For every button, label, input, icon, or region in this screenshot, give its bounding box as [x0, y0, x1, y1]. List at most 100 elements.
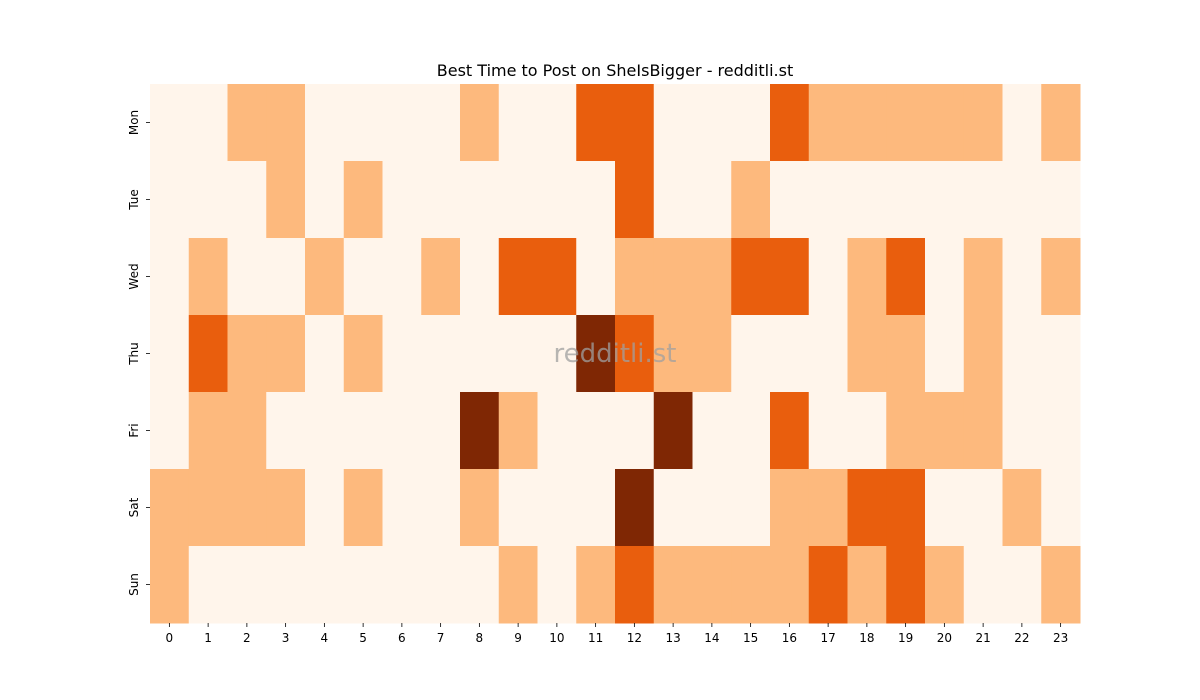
heatmap-cell: [808, 315, 848, 393]
heatmap-cell: [421, 238, 461, 316]
x-tick-label: 12: [627, 631, 642, 645]
heatmap-cell: [615, 469, 655, 547]
heatmap-cell: [615, 238, 655, 316]
heatmap-cell: [421, 392, 461, 470]
heatmap-cell: [498, 315, 538, 393]
heatmap-cell: [847, 315, 887, 393]
heatmap-cell: [692, 161, 732, 239]
heatmap-cell: [305, 238, 345, 316]
heatmap-cell: [421, 161, 461, 239]
heatmap-cell: [460, 161, 500, 239]
heatmap-cell: [847, 84, 887, 162]
heatmap-cell: [305, 161, 345, 239]
heatmap-cell: [343, 238, 383, 316]
heatmap-cell: [886, 469, 926, 547]
heatmap-cell: [460, 315, 500, 393]
heatmap-cell: [692, 315, 732, 393]
heatmap-cell: [925, 469, 965, 547]
x-tick-label: 2: [243, 631, 251, 645]
heatmap-cell: [266, 84, 306, 162]
heatmap-cell: [537, 315, 577, 393]
heatmap-cell: [808, 392, 848, 470]
heatmap-cell: [963, 392, 1003, 470]
heatmap-cell: [576, 546, 616, 624]
heatmap-cell: [615, 84, 655, 162]
heatmap-cell: [343, 84, 383, 162]
x-tick-label: 17: [820, 631, 835, 645]
heatmap-cell: [421, 469, 461, 547]
x-tick-label: 20: [937, 631, 952, 645]
heatmap-cell: [498, 469, 538, 547]
heatmap-cell: [770, 238, 810, 316]
heatmap-cell: [188, 161, 228, 239]
heatmap-cell: [382, 161, 422, 239]
x-tick-label: 1: [204, 631, 212, 645]
x-tick-label: 18: [859, 631, 874, 645]
heatmap-cell: [227, 161, 267, 239]
heatmap-cell: [925, 238, 965, 316]
heatmap-cell: [150, 161, 190, 239]
y-tick-label: Mon: [127, 110, 141, 135]
watermark-text: redditli.st: [554, 339, 677, 369]
heatmap-cell: [1002, 546, 1042, 624]
heatmap-cell: [1002, 238, 1042, 316]
heatmap-cell: [963, 546, 1003, 624]
heatmap-cell: [1002, 469, 1042, 547]
heatmap-cell: [305, 546, 345, 624]
heatmap-cell: [305, 84, 345, 162]
heatmap-cell: [537, 238, 577, 316]
heatmap-cell: [653, 392, 693, 470]
y-tick-label: Tue: [127, 189, 141, 211]
heatmap-cell: [1041, 546, 1081, 624]
heatmap-cell: [305, 392, 345, 470]
heatmap-cell: [808, 161, 848, 239]
heatmap-cell: [460, 392, 500, 470]
heatmap-cell: [615, 392, 655, 470]
heatmap-cell: [886, 392, 926, 470]
heatmap-cell: [847, 392, 887, 470]
heatmap-cell: [925, 84, 965, 162]
heatmap-cell: [731, 238, 771, 316]
heatmap-cell: [188, 392, 228, 470]
heatmap-cell: [886, 546, 926, 624]
heatmap-cell: [421, 546, 461, 624]
heatmap-cell: [576, 84, 616, 162]
heatmap-cell: [963, 161, 1003, 239]
heatmap-cell: [537, 546, 577, 624]
y-tick-label: Sun: [127, 573, 141, 596]
heatmap-cell: [576, 238, 616, 316]
heatmap-cell: [498, 546, 538, 624]
heatmap-cell: [731, 469, 771, 547]
x-tick-label: 10: [549, 631, 564, 645]
heatmap-cell: [382, 469, 422, 547]
heatmap-cell: [1002, 161, 1042, 239]
x-tick-label: 14: [704, 631, 719, 645]
heatmap-cell: [925, 392, 965, 470]
x-axis: 0 1 2 3 4 5 6 7 8 9 10 11 12 13 14 15 16 17 18 19 20 21 22 23: [166, 623, 1068, 645]
heatmap-cell: [963, 84, 1003, 162]
heatmap-cell: [266, 392, 306, 470]
heatmap-cell: [615, 315, 655, 393]
heatmap-cell: [731, 392, 771, 470]
heatmap-cell: [343, 315, 383, 393]
heatmap-cell: [963, 238, 1003, 316]
heatmap-cell: [770, 469, 810, 547]
heatmap-cell: [886, 315, 926, 393]
heatmap-cell: [925, 315, 965, 393]
heatmap-cell: [692, 469, 732, 547]
heatmap-cell: [847, 469, 887, 547]
heatmap-cell: [150, 238, 190, 316]
heatmap-cell: [343, 469, 383, 547]
heatmap-cell: [653, 84, 693, 162]
heatmap-cell: [692, 238, 732, 316]
heatmap-cell: [1041, 315, 1081, 393]
heatmap-cell: [808, 238, 848, 316]
x-tick-label: 8: [476, 631, 484, 645]
heatmap-cell: [343, 546, 383, 624]
heatmap-cell: [1041, 161, 1081, 239]
heatmap-cell: [963, 469, 1003, 547]
x-tick-label: 15: [743, 631, 758, 645]
heatmap-cell: [886, 238, 926, 316]
x-tick-label: 11: [588, 631, 603, 645]
